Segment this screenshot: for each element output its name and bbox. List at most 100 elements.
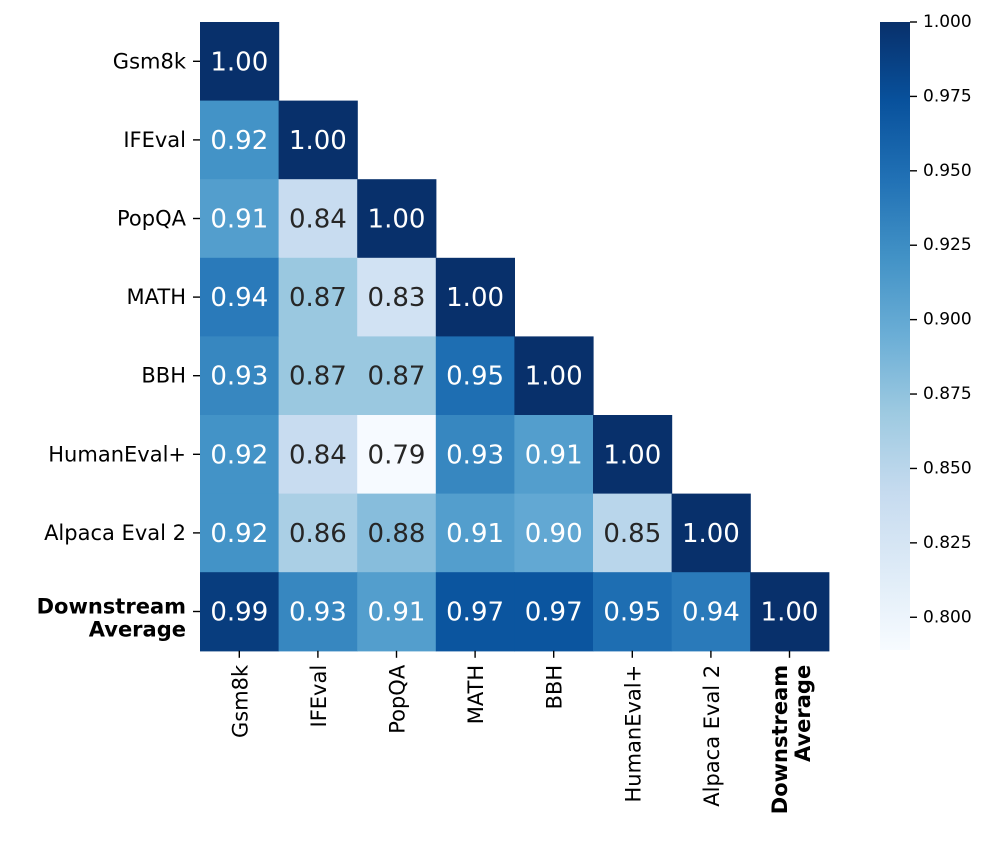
cell-value-label: 0.91 (525, 440, 583, 470)
heatmap-cell (514, 493, 594, 573)
cell-value-label: 0.97 (525, 598, 583, 628)
heatmap-cell (200, 415, 280, 495)
cell-value-label: 0.84 (289, 205, 347, 235)
heatmap-cell (435, 493, 515, 573)
cell-value-label: 1.00 (210, 47, 268, 77)
heatmap-cell (593, 493, 673, 573)
colorbar-tick-label: 0.925 (923, 235, 972, 255)
heatmap-cell (593, 415, 673, 495)
heatmap-cell (357, 415, 437, 495)
cell-value-label: 0.94 (210, 283, 268, 313)
y-tick-label-gsm8k: Gsm8k (113, 49, 187, 73)
y-tick-label-ifeval: IFEval (123, 128, 186, 152)
cell-value-label: 0.93 (446, 440, 504, 470)
heatmap-cell (435, 415, 515, 495)
cell-value-label: 0.90 (525, 519, 583, 549)
cell-value-label: 1.00 (682, 519, 740, 549)
heatmap-cell (278, 336, 358, 416)
cell-value-label: 0.92 (210, 126, 268, 156)
heatmap-cell (357, 179, 437, 259)
cell-value-label: 0.88 (368, 519, 426, 549)
y-tick-label-downstream-average: Downstream Average (37, 594, 186, 641)
y-tick-label-humaneval: HumanEval+ (48, 442, 186, 466)
x-tick-label-bbh: BBH (543, 665, 567, 710)
x-tick-label-humaneval: HumanEval+ (621, 665, 645, 803)
x-tick-label-alpaca-eval-2: Alpaca Eval 2 (700, 665, 724, 807)
x-tick-label-math: MATH (464, 665, 488, 724)
heatmap-cell (357, 572, 437, 652)
heatmap-cell (671, 572, 751, 652)
colorbar-tick-label: 0.825 (923, 533, 972, 553)
heatmap-cell (278, 257, 358, 337)
heatmap-cell (514, 415, 594, 495)
column-axis: Gsm8k IFEval PopQA MATH BBH HumanEval+ Alpaca … (228, 650, 815, 814)
colorbar-tick-label: 0.900 (923, 310, 972, 330)
cell-value-label: 0.91 (446, 519, 504, 549)
heatmap-cell (357, 336, 437, 416)
heatmap-cell (593, 572, 673, 652)
cell-value-label: 1.00 (289, 126, 347, 156)
heatmap-cell (671, 493, 751, 573)
heatmap-cell (278, 493, 358, 573)
heatmap-cell (278, 415, 358, 495)
cell-value-label: 1.00 (761, 598, 819, 628)
cell-value-label: 1.00 (368, 205, 426, 235)
colorbar-tick-label: 0.850 (923, 458, 972, 478)
colorbar-tick-label: 0.875 (923, 384, 972, 404)
cell-value-label: 0.92 (210, 519, 268, 549)
colorbar-tick-label: 0.800 (923, 607, 972, 627)
heatmap-cell (514, 336, 594, 416)
colorbar-tick-label: 0.975 (923, 86, 972, 106)
cell-value-label: 0.87 (368, 362, 426, 392)
heatmap-cell (357, 257, 437, 337)
x-tick-label-popqa: PopQA (386, 664, 410, 734)
heatmap-cell (435, 572, 515, 652)
cell-value-label: 0.95 (446, 362, 504, 392)
cell-value-label: 0.85 (603, 519, 661, 549)
heatmap-cell (435, 336, 515, 416)
colorbar: 0.800 0.825 0.850 0.875 0.900 0.925 0.950 0.975… (880, 12, 972, 650)
heatmap-cell (200, 493, 280, 573)
y-tick-label-math: MATH (127, 285, 186, 309)
cell-value-label: 0.86 (289, 519, 347, 549)
y-tick-label-bbh: BBH (141, 364, 186, 388)
cell-value-label: 0.95 (603, 598, 661, 628)
cell-value-label: 0.79 (368, 440, 426, 470)
heatmap-cell (200, 22, 280, 102)
heatmap-cell (200, 257, 280, 337)
heatmap-cell (357, 493, 437, 573)
cell-value-label: 0.87 (289, 283, 347, 313)
heatmap-cell (278, 572, 358, 652)
cell-value-label: 1.00 (603, 440, 661, 470)
cell-value-label: 0.84 (289, 440, 347, 470)
cell-value-label: 0.83 (368, 283, 426, 313)
heatmap-cell (278, 100, 358, 180)
heatmap-cell (200, 179, 280, 259)
y-tick-label-popqa: PopQA (117, 207, 187, 231)
colorbar-gradient (880, 22, 910, 650)
cell-value-label: 1.00 (525, 362, 583, 392)
heatmap-cell (514, 572, 594, 652)
x-tick-label-gsm8k: Gsm8k (228, 664, 252, 738)
heatmap-cell (200, 336, 280, 416)
cell-value-label: 0.97 (446, 598, 504, 628)
y-tick-label-alpaca-eval-2: Alpaca Eval 2 (44, 521, 186, 545)
x-tick-label-ifeval: IFEval (307, 665, 331, 728)
heatmap-cell (200, 100, 280, 180)
cell-value-label: 0.92 (210, 440, 268, 470)
heatmap-cell (278, 179, 358, 259)
colorbar-tick-label: 1.000 (923, 12, 972, 32)
heatmap-cell (200, 572, 280, 652)
cell-value-label: 0.91 (368, 598, 426, 628)
heatmap-cell (435, 257, 515, 337)
heatmap-cell (750, 572, 830, 652)
cell-value-label: 0.93 (289, 598, 347, 628)
row-axis: Gsm8k IFEval PopQA MATH BBH HumanEval+ Alpaca … (37, 49, 200, 641)
cell-value-label: 0.94 (682, 598, 740, 628)
cell-value-label: 0.93 (210, 362, 268, 392)
x-tick-label-downstream-average: DownstreamAverage (768, 665, 815, 814)
cell-value-label: 1.00 (446, 283, 504, 313)
cell-value-label: 0.87 (289, 362, 347, 392)
colorbar-tick-label: 0.950 (923, 161, 972, 181)
